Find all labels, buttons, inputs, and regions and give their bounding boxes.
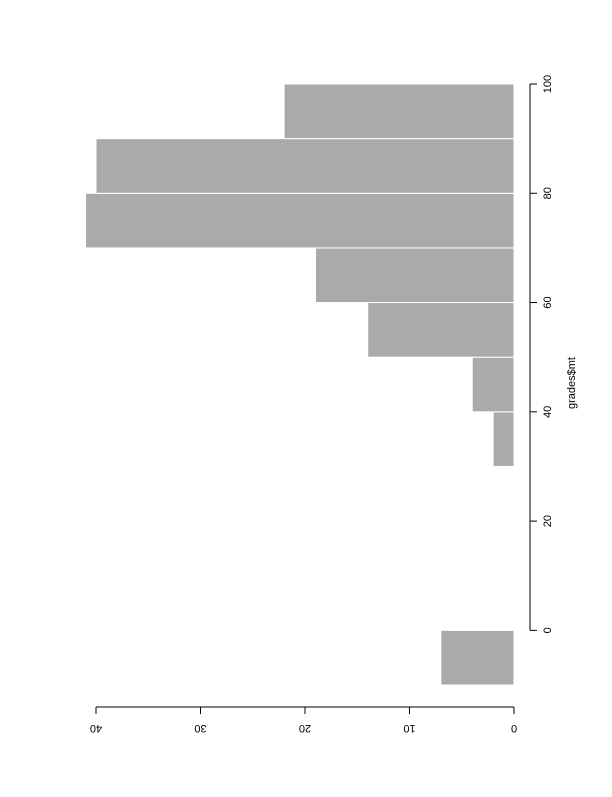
bar (492, 411, 515, 467)
y-tick-label: 0 (511, 722, 517, 734)
y-tick-label: 40 (90, 722, 102, 734)
bar (314, 247, 515, 304)
x-axis-title: grades$mt (566, 357, 578, 409)
x-tick-label: 0 (542, 627, 554, 633)
x-tick-label: 40 (542, 406, 554, 418)
y-tick-label: 30 (194, 722, 206, 734)
bar (85, 192, 515, 249)
x-tick-label: 80 (542, 187, 554, 199)
x-tick-label: 60 (542, 296, 554, 308)
bar (440, 629, 515, 686)
bar (283, 83, 515, 140)
y-tick-label: 20 (299, 722, 311, 734)
x-tick-label: 20 (542, 515, 554, 527)
bar (95, 138, 515, 194)
bar (471, 356, 515, 413)
bar (367, 302, 515, 358)
x-tick-label: 100 (542, 75, 554, 93)
y-tick-label: 10 (403, 722, 415, 734)
